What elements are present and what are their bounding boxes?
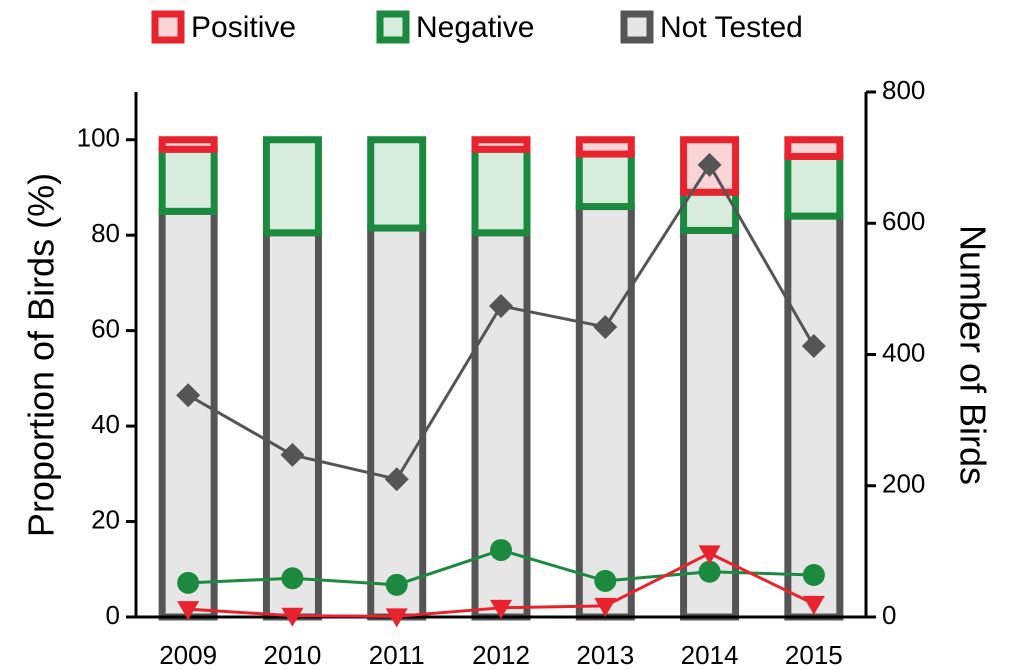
marker: [489, 293, 513, 318]
bar-segment: [367, 224, 427, 621]
legend-swatch: [151, 10, 185, 44]
legend-label: Positive: [191, 11, 296, 44]
marker: [490, 539, 512, 562]
y-tick-label: 60: [91, 314, 120, 344]
y-tick-label: 80: [91, 218, 120, 248]
bar-segment: [471, 145, 531, 237]
marker: [177, 601, 200, 621]
marker: [281, 567, 304, 590]
x-tick-label: 2013: [576, 640, 634, 670]
marker: [385, 573, 408, 596]
legend-label: Not Tested: [660, 11, 803, 44]
y2-tick-label: 600: [882, 206, 925, 236]
y2-tick-label: 400: [882, 337, 925, 367]
bar-segment: [471, 136, 531, 153]
bar-segment: [262, 136, 322, 237]
bar-segment: [784, 212, 844, 621]
x-tick-label: 2009: [159, 640, 217, 670]
y2-tick-label: 800: [882, 75, 925, 105]
marker: [281, 607, 304, 627]
x-tick-label: 2011: [369, 640, 425, 670]
marker: [490, 599, 512, 619]
bar-segment: [575, 150, 635, 211]
marker: [801, 333, 826, 358]
legend-swatch: [620, 10, 654, 44]
y-tick-label: 20: [91, 504, 120, 534]
y-tick-label: 0: [106, 600, 120, 630]
marker: [802, 564, 825, 586]
marker: [176, 383, 201, 408]
marker: [698, 560, 721, 583]
y2-tick-label: 200: [882, 469, 925, 499]
y-axis-label: Proportion of Birds (%): [21, 173, 62, 537]
x-tick-label: 2015: [785, 640, 843, 670]
x-tick-label: 2014: [681, 640, 739, 670]
bar-segment: [367, 136, 427, 232]
marker: [802, 595, 825, 615]
marker: [384, 467, 409, 492]
x-tick-label: 2012: [472, 640, 530, 670]
y-tick-label: 100: [77, 123, 120, 153]
legend-label: Negative: [416, 11, 534, 44]
y-tick-label: 40: [91, 409, 120, 439]
marker: [698, 545, 721, 565]
bar-segment: [158, 136, 218, 153]
marker: [697, 152, 722, 177]
bar-segment: [575, 136, 635, 158]
bar-segment: [784, 152, 844, 220]
bar-segment: [262, 229, 322, 621]
marker: [385, 608, 408, 628]
x-tick-label: 2010: [264, 640, 322, 670]
legend-swatch: [376, 10, 410, 44]
marker: [177, 571, 200, 594]
bar-segment: [575, 203, 635, 621]
marker: [280, 442, 305, 467]
bar-segment: [158, 145, 218, 215]
marker: [594, 569, 617, 592]
bar-segment: [158, 207, 218, 621]
marker: [593, 314, 618, 339]
marker: [594, 597, 617, 617]
y2-tick-label: 0: [882, 600, 896, 630]
bar-segment: [784, 136, 844, 160]
y2-axis-label: Number of Birds: [952, 225, 993, 485]
